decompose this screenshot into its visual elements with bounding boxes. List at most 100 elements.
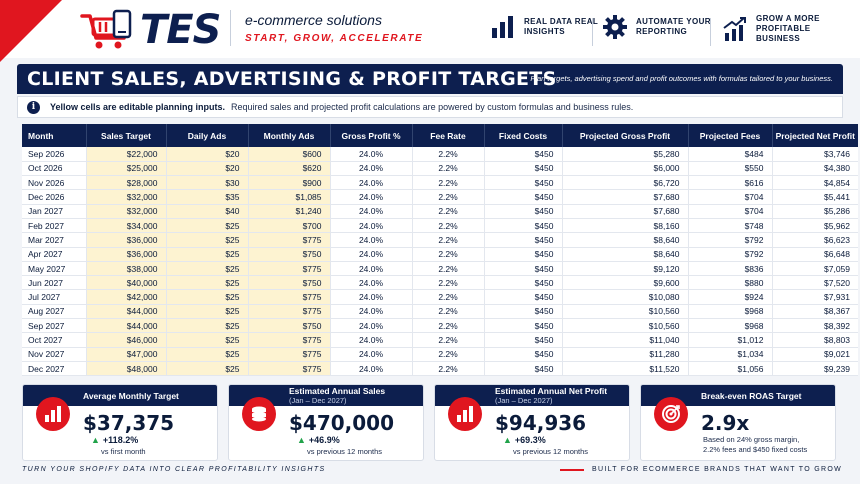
table-cell: $9,239 [771, 361, 858, 377]
editable-cell[interactable]: $32,000 [85, 204, 166, 219]
editable-cell[interactable]: $775 [247, 332, 330, 348]
editable-cell[interactable]: $25 [165, 304, 248, 320]
table-cell: 2.2% [411, 261, 484, 277]
column-header: Daily Ads [165, 124, 248, 147]
table-cell: 2.2% [411, 275, 484, 291]
editable-cell[interactable]: $44,000 [85, 318, 166, 334]
editable-cell[interactable]: $25 [165, 289, 248, 305]
kpi-title: Break-even ROAS Target [701, 390, 802, 401]
logo[interactable]: TES [80, 8, 221, 52]
editable-cell[interactable]: $35 [165, 189, 248, 205]
editable-cell[interactable]: $20 [165, 147, 248, 162]
feature-label: REAL DATA REAL INSIGHTS [524, 17, 599, 36]
editable-cell[interactable]: $44,000 [85, 304, 166, 320]
editable-cell[interactable]: $47,000 [85, 347, 166, 362]
table-cell: Jul 2027 [22, 289, 86, 305]
editable-cell[interactable]: $25 [165, 261, 248, 277]
editable-cell[interactable]: $28,000 [85, 175, 166, 191]
editable-cell[interactable]: $750 [247, 247, 330, 262]
kpi-delta-value: +46.9% [308, 435, 340, 445]
editable-cell[interactable]: $48,000 [85, 361, 166, 377]
table-cell: 24.0% [329, 161, 412, 177]
table-cell: $10,560 [561, 318, 688, 334]
editable-cell[interactable]: $25,000 [85, 161, 166, 177]
table-cell: Oct 2026 [22, 161, 86, 177]
kpi-delta: ▲ +69.3% [503, 435, 546, 445]
table-cell: $450 [483, 218, 562, 234]
editable-cell[interactable]: $25 [165, 232, 248, 248]
editable-cell[interactable]: $25 [165, 332, 248, 348]
editable-cell[interactable]: $40,000 [85, 275, 166, 291]
header: TES e-commerce solutions START, GROW, AC… [0, 0, 860, 62]
editable-cell[interactable]: $775 [247, 361, 330, 377]
table-cell: $6,648 [771, 247, 858, 262]
editable-cell[interactable]: $775 [247, 289, 330, 305]
editable-cell[interactable]: $1,240 [247, 204, 330, 219]
feature-divider [592, 18, 593, 46]
editable-cell[interactable]: $620 [247, 161, 330, 177]
kpi-value: $470,000 [289, 411, 395, 435]
tagline-title: e-commerce solutions [245, 12, 382, 28]
editable-cell[interactable]: $700 [247, 218, 330, 234]
editable-cell[interactable]: $36,000 [85, 232, 166, 248]
table-row: May 2027 $38,000 $25 $775 24.0% 2.2% $450 $9,12… [22, 261, 858, 277]
table-cell: $8,640 [561, 232, 688, 248]
kpi-value: 2.9x [701, 411, 750, 435]
table-cell: Dec 2026 [22, 189, 86, 205]
editable-cell[interactable]: $600 [247, 147, 330, 162]
kpi-header: Average Monthly Target [23, 385, 217, 406]
table-cell: $4,854 [771, 175, 858, 191]
kpi-period: (Jan – Dec 2027) [495, 395, 553, 405]
table-row: Jan 2027 $32,000 $40 $1,240 24.0% 2.2% $450 $7,… [22, 204, 858, 219]
editable-cell[interactable]: $750 [247, 318, 330, 334]
bar-chart-icon [492, 16, 513, 38]
table-cell: $8,640 [561, 247, 688, 262]
editable-cell[interactable]: $36,000 [85, 247, 166, 262]
table-row: Jun 2027 $40,000 $25 $750 24.0% 2.2% $450 $9,60… [22, 275, 858, 291]
editable-cell[interactable]: $1,085 [247, 189, 330, 205]
editable-cell[interactable]: $775 [247, 261, 330, 277]
table-cell: $5,286 [771, 204, 858, 219]
table-cell: 24.0% [329, 232, 412, 248]
table-cell: $3,746 [771, 147, 858, 162]
feature-real-data: REAL DATA REAL INSIGHTS [490, 14, 614, 40]
editable-cell[interactable]: $25 [165, 275, 248, 291]
editable-cell[interactable]: $775 [247, 304, 330, 320]
editable-cell[interactable]: $32,000 [85, 189, 166, 205]
editable-cell[interactable]: $38,000 [85, 261, 166, 277]
table-cell: $450 [483, 318, 562, 334]
editable-cell[interactable]: $22,000 [85, 147, 166, 162]
table-cell: Feb 2027 [22, 218, 86, 234]
column-header: Projected Gross Profit [561, 124, 688, 147]
kpi-note-line: Based on 24% gross margin, [703, 435, 800, 444]
editable-cell[interactable]: $25 [165, 218, 248, 234]
editable-cell[interactable]: $900 [247, 175, 330, 191]
editable-cell[interactable]: $46,000 [85, 332, 166, 348]
editable-cell[interactable]: $25 [165, 318, 248, 334]
editable-cell[interactable]: $775 [247, 347, 330, 362]
table-cell: 24.0% [329, 318, 412, 334]
editable-cell[interactable]: $42,000 [85, 289, 166, 305]
editable-cell[interactable]: $20 [165, 161, 248, 177]
table-cell: $11,280 [561, 347, 688, 362]
table-cell: $924 [687, 289, 772, 305]
editable-cell[interactable]: $40 [165, 204, 248, 219]
editable-cell[interactable]: $34,000 [85, 218, 166, 234]
editable-cell[interactable]: $775 [247, 232, 330, 248]
kpi-avg-monthly-target: Average Monthly Target $37,375 ▲ +118.2% … [22, 384, 218, 461]
footer-tagline-right: BUILT FOR ECOMMERCE BRANDS THAT WANT TO … [592, 466, 842, 473]
table-cell: Nov 2027 [22, 347, 86, 362]
table-cell: Sep 2027 [22, 318, 86, 334]
editable-cell[interactable]: $750 [247, 275, 330, 291]
editable-cell[interactable]: $30 [165, 175, 248, 191]
table-cell: $450 [483, 189, 562, 205]
table-cell: Sep 2026 [22, 147, 86, 162]
editable-cell[interactable]: $25 [165, 347, 248, 362]
info-bold-text: Yellow cells are editable planning input… [50, 102, 226, 112]
editable-cell[interactable]: $25 [165, 247, 248, 262]
table-cell: Jun 2027 [22, 275, 86, 291]
editable-cell[interactable]: $25 [165, 361, 248, 377]
table-cell: $1,034 [687, 347, 772, 362]
table-cell: $10,080 [561, 289, 688, 305]
table-cell: $704 [687, 204, 772, 219]
